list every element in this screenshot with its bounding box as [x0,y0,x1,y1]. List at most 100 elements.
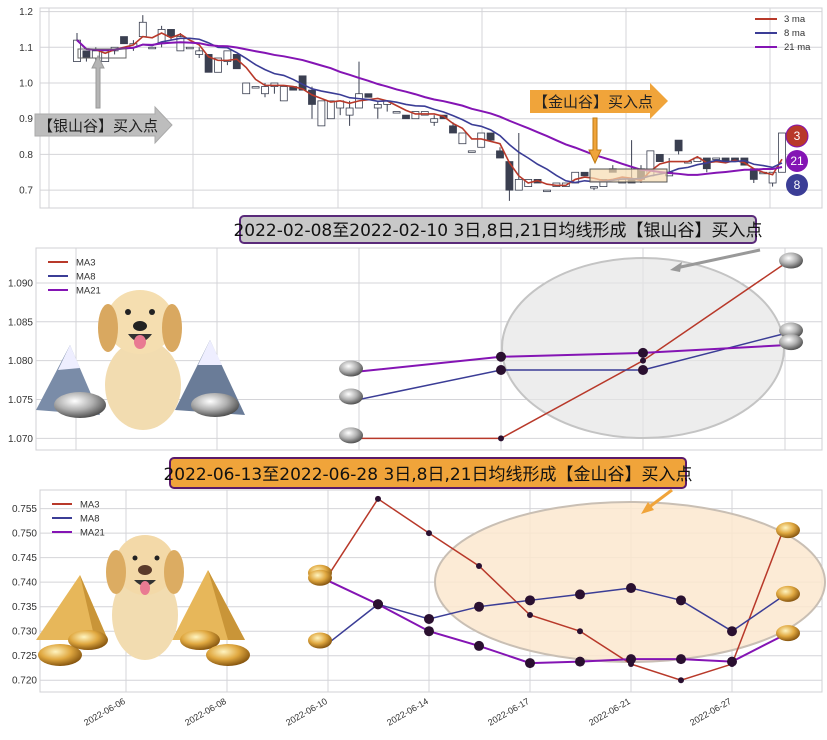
y-tick-label: 0.720 [12,676,37,687]
data-point-ma8 [638,364,648,375]
candle-body [167,29,175,37]
data-point-ma21 [525,658,535,669]
data-point-ma21 [626,654,636,665]
candle-body [223,50,232,62]
candle-body [486,132,495,141]
gold-valley-panel: 0.755 0.750 0.745 0.740 0.735 0.730 0.725 0.720… [12,457,826,728]
y-tick-label: 1.075 [8,395,33,406]
badge-label: 3 [794,129,801,143]
title-box [169,457,687,489]
badge-label: 8 [794,178,801,192]
legend-label-ma21: MA21 [76,286,101,297]
candlestick-panel: 1.2 1.1 1.0 0.9 0.8 0.7 【银山谷】买入点 【金山谷】买入点 3 m… [19,7,823,209]
ingot-marker-icon [779,252,803,269]
candle [392,111,401,114]
legend-label-ma21: MA21 [80,528,105,539]
candle [655,154,664,162]
data-point-ma21 [676,654,686,665]
candle-body [402,114,410,120]
ingot-marker-icon [308,569,332,586]
title-box [239,215,757,244]
x-tick-label: 2022-06-06 [82,696,127,728]
ingot-body [308,632,332,649]
ingot-body [339,360,363,377]
data-point-ma8 [626,583,636,594]
candle [195,47,204,58]
candle-body [261,86,269,95]
data-point-ma21 [575,656,585,667]
data-point-ma21 [474,640,484,651]
legend-label-ma3: MA3 [76,258,96,269]
panel-title: 2022-02-08至2022-02-10 3日,8日,21日均线形成【银山谷】… [233,221,762,241]
candle [458,132,467,145]
legend-label-ma8: MA8 [80,514,100,525]
candle-body [251,86,260,89]
data-point-ma3 [577,628,583,635]
y-tick-label: 1.1 [19,43,33,54]
candle [345,100,354,126]
ingot-body [308,569,332,586]
ingot-marker-icon [779,334,803,351]
silver-buy-arrow [34,105,173,145]
y-tick-label: 0.730 [12,627,37,638]
y-tick-label: 1.080 [8,356,33,367]
legend-label-21ma: 21 ma [784,42,811,53]
ma-badge-8: 8 [786,174,808,196]
arrow-up-icon [91,54,105,109]
ingot-marker-icon [308,632,332,649]
dog-mountain-illustration [36,290,245,430]
y-tick-label: 0.735 [12,602,37,613]
legend-label-ma8: MA8 [76,272,96,283]
candle-body [204,54,213,73]
panel-title: 2022-06-13至2022-06-28 3日,8日,21日均线形成【金山谷】… [163,465,692,485]
ma-badge-21: 21 [786,150,808,172]
candle [514,133,523,191]
candle-body [467,150,476,153]
silver-valley-zone [77,48,127,59]
arrow-head-icon [670,262,682,272]
candle [223,50,232,66]
silver-valley-panel: 1.090 1.085 1.080 1.075 1.070 2022-02-08至202… [8,215,823,451]
candle-body [195,50,204,55]
data-point-ma3 [426,530,432,537]
candle [364,93,373,98]
ingot-marker-icon [779,322,803,339]
y-tick-label: 0.745 [12,553,37,564]
candle [185,46,194,50]
data-point-ma21 [496,351,506,362]
candle-body [214,57,222,73]
candle-body [82,50,91,59]
candle-body [543,189,551,193]
y-tick-label: 1.2 [19,7,33,18]
candle-body [514,179,523,191]
data-point-ma8 [525,595,535,606]
x-tick-label: 2022-06-14 [385,696,430,728]
candle-body [185,46,194,50]
candle [251,86,260,89]
ma-badge-3: 3 [785,124,809,148]
candle-body [392,111,401,114]
candle [590,186,598,191]
candle [148,46,157,50]
gold-buy-arrow [530,83,668,119]
ingot-marker-icon [339,388,363,405]
candle [467,150,476,153]
candle [580,171,589,177]
x-tick-label: 2022-06-17 [486,696,531,728]
ingot-marker-icon [339,360,363,377]
candle-body [778,132,786,173]
candle-body [176,36,185,52]
data-point-ma21 [727,656,737,667]
y-tick-label: 1.090 [8,278,33,289]
candle-body [120,36,128,45]
y-tick-label: 0.750 [12,529,37,540]
ingot-body [776,625,800,642]
candle [242,82,251,95]
data-point-ma3 [498,435,504,442]
data-point-ma3 [476,562,482,569]
data-point-ma8 [496,364,506,375]
candle [326,100,335,120]
x-tick-label: 2022-06-08 [183,696,228,728]
candle-body [449,125,457,134]
